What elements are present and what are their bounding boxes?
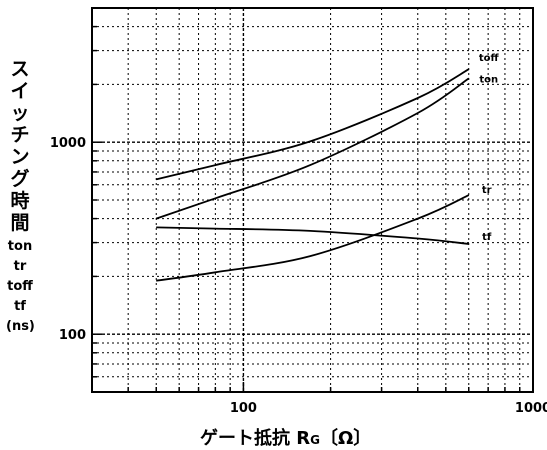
y-axis-label: スイッチング時間 ton tr toff tf (ns) [6,58,35,334]
y-axis-label-symbol: tr [13,259,27,274]
axis-ticks [92,25,521,392]
y-axis-label-char: チ [10,124,30,146]
series-label-tf: tf [482,232,492,243]
x-tick-label: 1000 [515,401,547,416]
series-line-ton [155,77,470,220]
series-label-ton: ton [479,74,498,85]
y-axis-label-symbol: ton [7,239,33,254]
y-tick-label: 1000 [50,136,86,151]
x-axis-label-subscript: G [310,433,320,447]
y-axis-label-char: 時 [10,190,30,212]
y-axis-label-char: ン [10,146,30,168]
series-lines [155,68,470,282]
y-axis-label-char: グ [10,168,30,190]
series-line-tr [156,194,470,282]
series-labels: toff ton tr tf [479,53,500,243]
y-axis-label-char: ス [10,58,30,80]
y-axis-label-char: ッ [10,102,30,124]
y-axis-label-char: 間 [10,212,30,234]
y-axis-label-symbol: toff [7,279,33,294]
grid-major [92,8,533,392]
x-axis-label-main: ゲート抵抗 R [200,428,311,449]
tick-labels: 100 1000 100 1000 [50,136,547,416]
y-axis-label-symbol: (ns) [6,319,35,334]
series-line-toff [155,68,470,181]
y-axis-label-symbol: tf [14,299,26,314]
y-tick-label: 100 [59,328,86,343]
x-axis-label: ゲート抵抗 RG〔Ω〕 [200,424,371,450]
x-tick-label: 100 [230,401,257,416]
series-label-tr: tr [482,185,492,196]
series-label-toff: toff [479,53,500,64]
y-axis-label-char: イ [10,80,30,102]
x-axis-label-unit: 〔Ω〕 [320,428,372,449]
series-line-tf [156,226,469,245]
grid-minor [92,8,533,392]
